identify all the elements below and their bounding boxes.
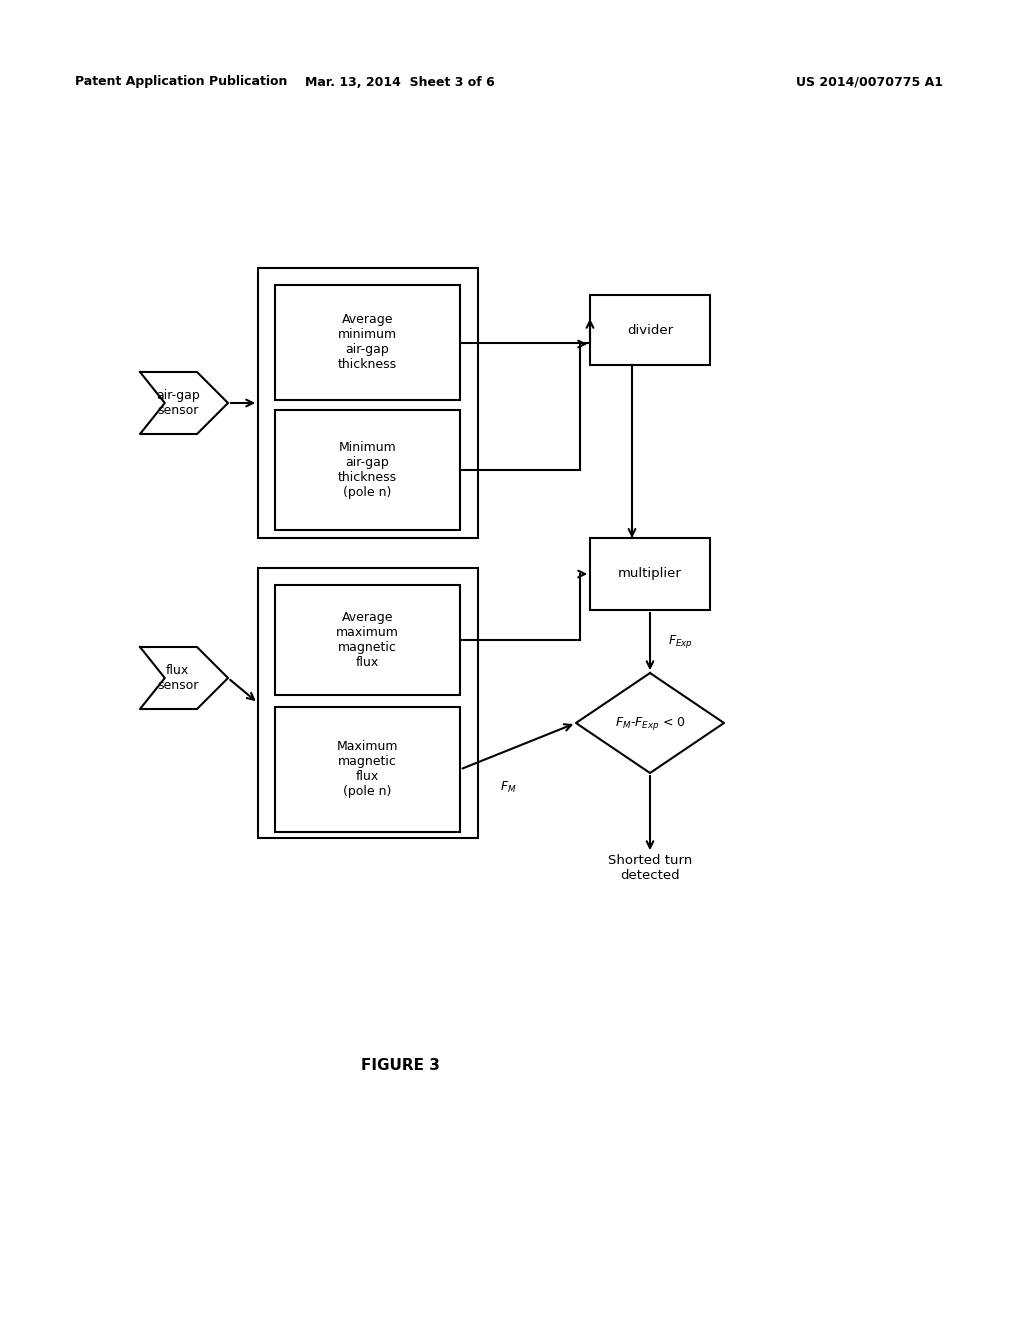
Bar [258,268,478,539]
Polygon shape [575,673,724,774]
Text: Shorted turn
detected: Shorted turn detected [608,854,692,882]
Text: Average
maximum
magnetic
flux: Average maximum magnetic flux [336,611,399,669]
Bar [275,585,460,696]
Bar [258,568,478,838]
Text: $F_M$: $F_M$ [500,780,516,795]
Text: multiplier: multiplier [618,568,682,581]
Polygon shape [140,372,228,434]
Text: US 2014/0070775 A1: US 2014/0070775 A1 [797,75,943,88]
Bar [275,708,460,832]
Bar [275,285,460,400]
Text: $F_M$-$F_{Exp}$ < 0: $F_M$-$F_{Exp}$ < 0 [614,714,685,731]
Bar [590,294,710,366]
Text: air-gap
sensor: air-gap sensor [156,389,200,417]
Text: Average
minimum
air-gap
thickness: Average minimum air-gap thickness [338,314,397,371]
Polygon shape [140,647,228,709]
Text: FIGURE 3: FIGURE 3 [360,1057,439,1072]
Text: flux
sensor: flux sensor [157,664,199,692]
Text: Patent Application Publication: Patent Application Publication [75,75,288,88]
Text: $F_{Exp}$: $F_{Exp}$ [668,634,693,649]
Bar [275,411,460,531]
Bar [590,539,710,610]
Text: divider: divider [627,323,673,337]
Text: Minimum
air-gap
thickness
(pole n): Minimum air-gap thickness (pole n) [338,441,397,499]
Text: Maximum
magnetic
flux
(pole n): Maximum magnetic flux (pole n) [337,741,398,799]
Text: Mar. 13, 2014  Sheet 3 of 6: Mar. 13, 2014 Sheet 3 of 6 [305,75,495,88]
